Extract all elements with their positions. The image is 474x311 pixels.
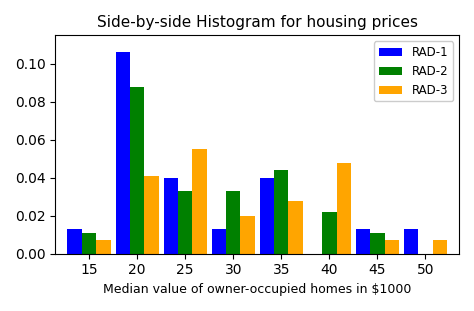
Bar: [145, 176, 159, 254]
Bar: [404, 229, 418, 254]
Bar: [211, 229, 226, 254]
Bar: [322, 212, 337, 254]
Bar: [82, 233, 96, 254]
Bar: [226, 191, 240, 254]
Bar: [130, 86, 145, 254]
Bar: [356, 229, 370, 254]
Bar: [164, 178, 178, 254]
X-axis label: Median value of owner-occupied homes in $1000: Median value of owner-occupied homes in …: [103, 283, 411, 296]
Bar: [67, 229, 82, 254]
Bar: [192, 149, 207, 254]
Bar: [384, 240, 399, 254]
Bar: [116, 53, 130, 254]
Bar: [337, 163, 351, 254]
Bar: [289, 201, 303, 254]
Title: Side-by-side Histogram for housing prices: Side-by-side Histogram for housing price…: [97, 15, 418, 30]
Bar: [260, 178, 274, 254]
Bar: [178, 191, 192, 254]
Bar: [96, 240, 111, 254]
Bar: [274, 170, 289, 254]
Bar: [433, 240, 447, 254]
Bar: [370, 233, 384, 254]
Legend: RAD-1, RAD-2, RAD-3: RAD-1, RAD-2, RAD-3: [374, 41, 453, 101]
Bar: [240, 216, 255, 254]
